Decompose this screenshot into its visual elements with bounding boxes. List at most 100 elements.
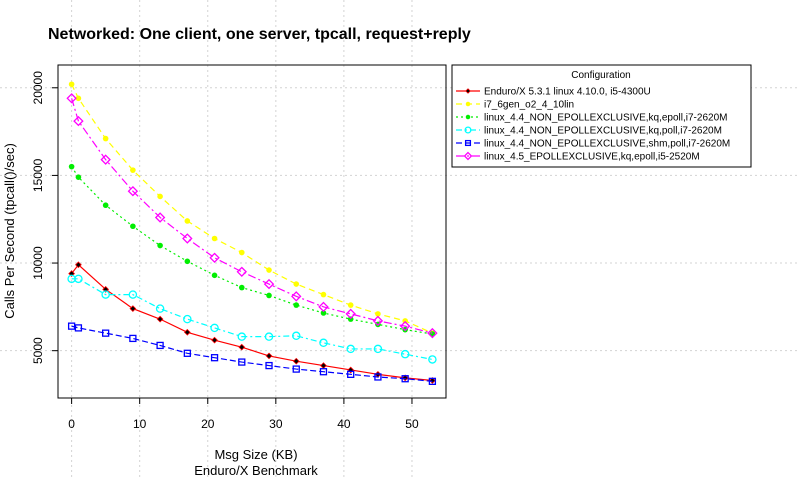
x-axis-label: Msg Size (KB) [214,447,297,462]
axes: 0 10 20 30 40 50 5000 10000 15000 20000 [31,71,419,431]
data-point [291,291,302,302]
data-point [156,341,164,350]
series-layer [66,81,438,386]
data-point [67,322,76,330]
series-line [71,98,433,334]
legend-title: Configuration [571,70,630,81]
series-line [71,325,433,382]
legend: Configuration Enduro/X 5.3.1 linux 4.10.… [451,64,752,168]
data-point [129,334,137,343]
legend-item: linux_4.5_EPOLLEXCLUSIVE,kq,epoll,i5-252… [456,152,700,163]
data-point [293,281,300,287]
x-tick-label: 30 [269,417,283,431]
legend-box [451,64,752,168]
y-tick-label: 5000 [31,337,45,364]
data-point [375,311,381,317]
data-point [211,235,218,242]
data-point [402,318,408,324]
data-point [184,218,191,224]
data-point [264,332,274,341]
data-point [100,154,111,165]
legend-label: i7_6gen_o2_4_10lin [484,100,574,111]
data-point [68,81,75,88]
data-point [347,302,354,308]
data-point [238,343,246,351]
data-point [74,324,83,332]
data-point [347,366,355,374]
data-point [265,352,273,360]
data-point [237,332,247,341]
data-point [128,290,138,299]
data-point [129,305,137,312]
data-point [130,167,136,173]
legend-item: linux_4.4_NON_EPOLLEXCLUSIVE,kq,epoll,i7… [456,113,727,124]
series-1 [68,81,436,336]
data-point [263,278,275,290]
data-point [292,357,300,365]
legend-item: linux_4.4_NON_EPOLLEXCLUSIVE,shm,poll,i7… [456,139,730,150]
data-point [401,374,409,382]
data-point [182,233,193,244]
data-point [183,349,191,357]
legend-item: linux_4.4_NON_EPOLLEXCLUSIVE,kq,poll,i7-… [456,126,722,137]
data-point [210,354,219,362]
data-point [427,327,438,339]
data-point [266,267,272,273]
data-point [75,261,82,269]
series-5 [66,93,438,339]
data-point [156,315,164,323]
data-point [374,373,382,381]
data-point [291,331,301,341]
data-point [155,304,165,313]
data-point [238,249,245,256]
data-point [346,344,355,354]
data-point [292,365,300,373]
x-axis-sublabel: Enduro/X Benchmark [194,463,318,478]
data-point [465,101,471,107]
data-point [347,370,355,378]
data-point [66,93,77,104]
legend-label: linux_4.4_NON_EPOLLEXCLUSIVE,kq,epoll,i7… [484,113,727,124]
data-point [184,258,191,265]
data-point [238,284,245,291]
data-point [236,266,248,278]
data-point [319,338,328,348]
data-point [154,212,166,223]
series-line [71,278,433,361]
data-point [68,163,75,170]
data-point [318,301,329,313]
y-tick-label: 20000 [31,71,45,105]
data-point [400,349,410,359]
data-point [127,185,139,197]
chart-title: Networked: One client, one server, tpcal… [48,26,471,43]
data-point [320,310,327,316]
data-point [320,291,327,298]
x-tick-label: 10 [133,417,147,431]
plot-frame [57,64,447,399]
legend-label: linux_4.4_NON_EPOLLEXCLUSIVE,shm,poll,i7… [484,139,730,150]
data-point [463,151,473,161]
series-4 [67,322,437,386]
data-point [101,329,110,337]
legend-items: Enduro/X 5.3.1 linux 4.10.0, i5-4300U i7_… [456,87,730,163]
legend-item: i7_6gen_o2_4_10lin [456,100,574,111]
data-point [372,315,384,327]
data-point [75,95,82,102]
data-point [428,377,437,386]
legend-item: Enduro/X 5.3.1 linux 4.10.0, i5-4300U [456,87,651,98]
x-tick-label: 20 [201,417,215,431]
data-point [157,193,163,200]
data-point [465,88,471,94]
data-point [399,320,411,332]
data-point [266,292,272,299]
data-point [373,344,383,354]
data-point [401,375,409,383]
data-point [211,336,218,344]
data-point [102,202,109,209]
x-tick-label: 50 [405,417,419,431]
y-tick-label: 15000 [31,158,45,192]
data-point [75,174,82,180]
data-point [210,323,219,333]
data-point [102,135,109,142]
